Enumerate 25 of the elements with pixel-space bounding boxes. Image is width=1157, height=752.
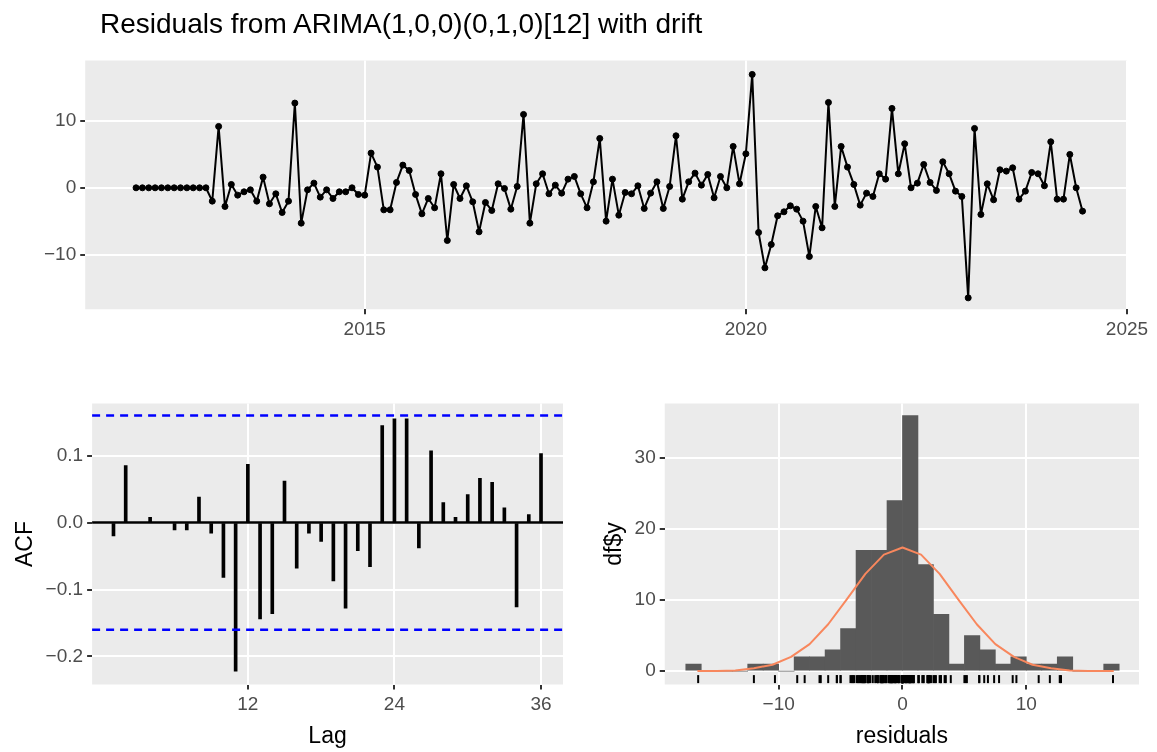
x-tick-label: 36 <box>530 693 552 715</box>
x-tick-label: 2025 <box>1105 317 1149 339</box>
x-tick-label: 24 <box>383 693 406 715</box>
x-axis-title: Lag <box>308 721 347 748</box>
x-tick-label: 0 <box>897 693 908 715</box>
y-axis-title: ACF <box>11 521 38 567</box>
y-tick-label: −10 <box>44 242 77 264</box>
y-tick-label: 0 <box>645 659 656 681</box>
y-tick-label: 10 <box>55 109 77 131</box>
x-tick-label: 10 <box>1015 693 1037 715</box>
y-tick-label: 0.1 <box>56 443 84 465</box>
y-tick-label: 0.0 <box>56 510 84 532</box>
y-tick-label: 0 <box>65 176 77 198</box>
y-tick-label: 20 <box>634 517 656 539</box>
x-axis-title: residuals <box>855 721 948 748</box>
chart-title: Residuals from ARIMA(1,0,0)(0,1,0)[12] with drift <box>100 8 703 40</box>
y-tick-label: 30 <box>634 446 656 468</box>
x-tick-label: 2015 <box>343 317 386 339</box>
y-tick-label: −0.2 <box>45 644 84 666</box>
y-tick-label: 10 <box>634 588 656 610</box>
x-tick-label: 12 <box>237 693 259 715</box>
y-tick-label: −0.1 <box>45 577 84 599</box>
x-tick-label: 2020 <box>724 317 768 339</box>
y-axis-title: df$y <box>600 521 627 566</box>
x-tick-label: −10 <box>762 693 795 715</box>
